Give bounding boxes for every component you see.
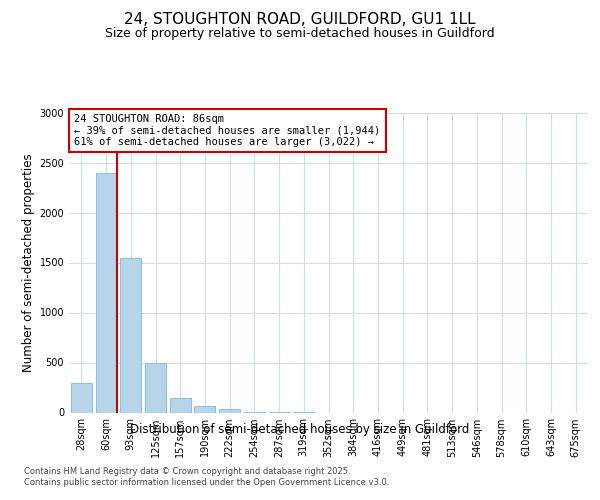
Text: 24, STOUGHTON ROAD, GUILDFORD, GU1 1LL: 24, STOUGHTON ROAD, GUILDFORD, GU1 1LL — [124, 12, 476, 28]
Bar — [219, 408, 240, 412]
Bar — [71, 382, 92, 412]
Bar — [194, 406, 215, 412]
Bar — [170, 398, 191, 412]
Text: 24 STOUGHTON ROAD: 86sqm
← 39% of semi-detached houses are smaller (1,944)
61% o: 24 STOUGHTON ROAD: 86sqm ← 39% of semi-d… — [74, 114, 380, 147]
Bar — [145, 362, 166, 412]
Bar — [120, 258, 141, 412]
Bar — [95, 172, 116, 412]
Text: Distribution of semi-detached houses by size in Guildford: Distribution of semi-detached houses by … — [130, 422, 470, 436]
Text: Size of property relative to semi-detached houses in Guildford: Size of property relative to semi-detach… — [105, 28, 495, 40]
Text: Contains HM Land Registry data © Crown copyright and database right 2025.
Contai: Contains HM Land Registry data © Crown c… — [24, 468, 389, 487]
Y-axis label: Number of semi-detached properties: Number of semi-detached properties — [22, 153, 35, 372]
